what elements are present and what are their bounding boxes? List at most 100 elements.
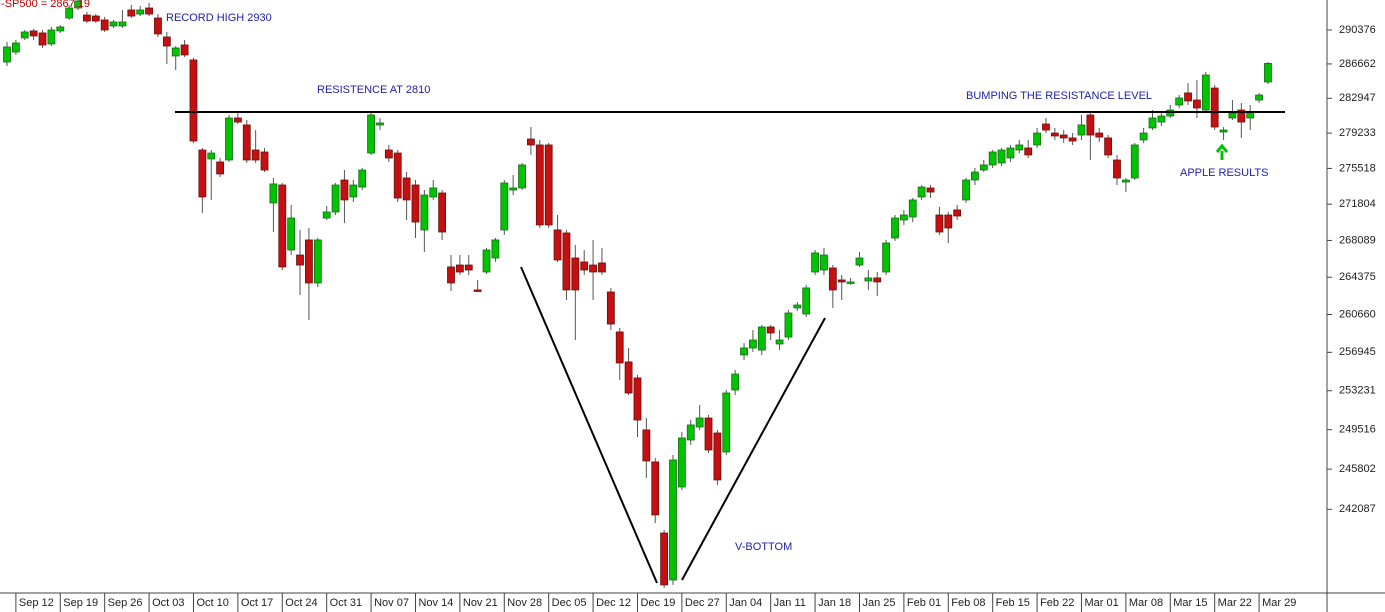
x-tick-label: Dec 27 xyxy=(685,597,720,609)
candle-body xyxy=(553,229,562,261)
candle-body xyxy=(1059,134,1068,139)
x-tick-label: Mar 22 xyxy=(1218,597,1252,609)
candle-body xyxy=(358,169,367,188)
candle-body xyxy=(11,42,20,53)
candle-body xyxy=(500,182,509,231)
candle-body xyxy=(1113,159,1121,179)
candle-body xyxy=(1130,144,1139,179)
candle-body xyxy=(695,417,704,428)
candle-body xyxy=(562,232,571,291)
candle-body xyxy=(3,46,11,63)
candle-body xyxy=(544,144,553,226)
candle-body xyxy=(20,31,29,39)
candle-body xyxy=(464,264,473,271)
x-tick-label: Sep 12 xyxy=(19,597,54,609)
candle-body xyxy=(509,187,518,191)
candle-body xyxy=(331,184,340,213)
candle-body xyxy=(633,377,642,421)
x-tick-label: Mar 01 xyxy=(1084,597,1118,609)
x-tick-label: Jan 18 xyxy=(818,597,851,609)
x-tick-label: Mar 15 xyxy=(1173,597,1207,609)
candle-body xyxy=(438,192,447,233)
candle-body xyxy=(882,242,891,273)
x-tick-label: Nov 28 xyxy=(507,597,542,609)
candle-body xyxy=(1157,115,1166,123)
candle-body xyxy=(118,21,127,27)
candle-body xyxy=(402,177,411,201)
x-tick-label: Mar 29 xyxy=(1262,597,1296,609)
candle-body xyxy=(100,19,109,31)
candle-body xyxy=(935,214,944,233)
candle-body xyxy=(1121,179,1130,183)
x-tick-label: Mar 08 xyxy=(1129,597,1163,609)
candle-body xyxy=(65,7,74,19)
x-tick-label: Feb 15 xyxy=(996,597,1030,609)
candle-body xyxy=(1077,124,1086,136)
y-tick-label: 279233 xyxy=(1339,127,1376,139)
x-tick-label: Dec 05 xyxy=(552,597,587,609)
candle-body xyxy=(944,214,953,229)
candle-body xyxy=(322,211,331,219)
candle-body xyxy=(891,217,899,239)
chart-title: I-SP500 = 2867.19 xyxy=(0,0,90,10)
candle-body xyxy=(1139,132,1148,141)
candle-body xyxy=(313,239,322,284)
candle-body xyxy=(642,429,651,462)
candle-body xyxy=(580,261,589,271)
candle-body xyxy=(393,152,402,199)
candle-body xyxy=(615,331,624,364)
candle-body xyxy=(926,187,935,193)
candle-body xyxy=(660,532,669,586)
candle-body xyxy=(988,151,997,166)
candle-body xyxy=(1015,144,1024,151)
y-tick-label: 260660 xyxy=(1339,308,1376,320)
y-tick-label: 256945 xyxy=(1339,346,1376,358)
candle-body xyxy=(233,117,242,123)
candle-body xyxy=(349,184,358,198)
candle-body xyxy=(828,267,837,291)
y-tick-label: 245802 xyxy=(1339,463,1376,475)
candle-body xyxy=(491,239,500,259)
candle-body xyxy=(1228,112,1237,119)
x-tick-label: Oct 17 xyxy=(241,597,273,609)
candle-body xyxy=(1024,147,1033,156)
candle-body xyxy=(74,0,82,9)
candle-body xyxy=(305,239,313,284)
y-tick-label: 249516 xyxy=(1339,424,1376,436)
candle-body xyxy=(749,339,757,349)
x-tick-label: Feb 08 xyxy=(951,597,985,609)
candle-body xyxy=(1068,137,1077,142)
candle-body xyxy=(56,26,65,32)
candle-body xyxy=(962,179,970,201)
candle-body xyxy=(1184,92,1192,102)
candle-body xyxy=(624,361,633,394)
candle-body xyxy=(287,217,296,251)
candle-body xyxy=(207,152,216,160)
annotation: V-BOTTOM xyxy=(735,541,792,553)
candle-body xyxy=(367,114,375,154)
candle-body xyxy=(455,264,464,273)
candle-body xyxy=(820,254,828,271)
candle-body xyxy=(136,9,145,15)
candle-body xyxy=(740,347,748,356)
candle-body xyxy=(1219,129,1228,133)
plot-area xyxy=(3,0,1272,588)
candle-body xyxy=(855,257,864,266)
candle-body xyxy=(83,14,91,22)
candle-body xyxy=(251,149,260,161)
candle-body xyxy=(535,144,544,226)
candle-body xyxy=(669,459,677,581)
candle-body xyxy=(384,149,393,159)
candle-body xyxy=(802,287,811,315)
candle-body xyxy=(340,179,349,201)
candle-body xyxy=(180,44,189,56)
candle-body xyxy=(198,149,207,198)
candle-body xyxy=(473,289,482,292)
x-tick-label: Dec 19 xyxy=(640,597,675,609)
candle-body xyxy=(296,254,304,266)
y-tick-label: 253231 xyxy=(1339,385,1376,397)
candle-body xyxy=(589,264,597,273)
x-tick-label: Feb 01 xyxy=(907,597,941,609)
